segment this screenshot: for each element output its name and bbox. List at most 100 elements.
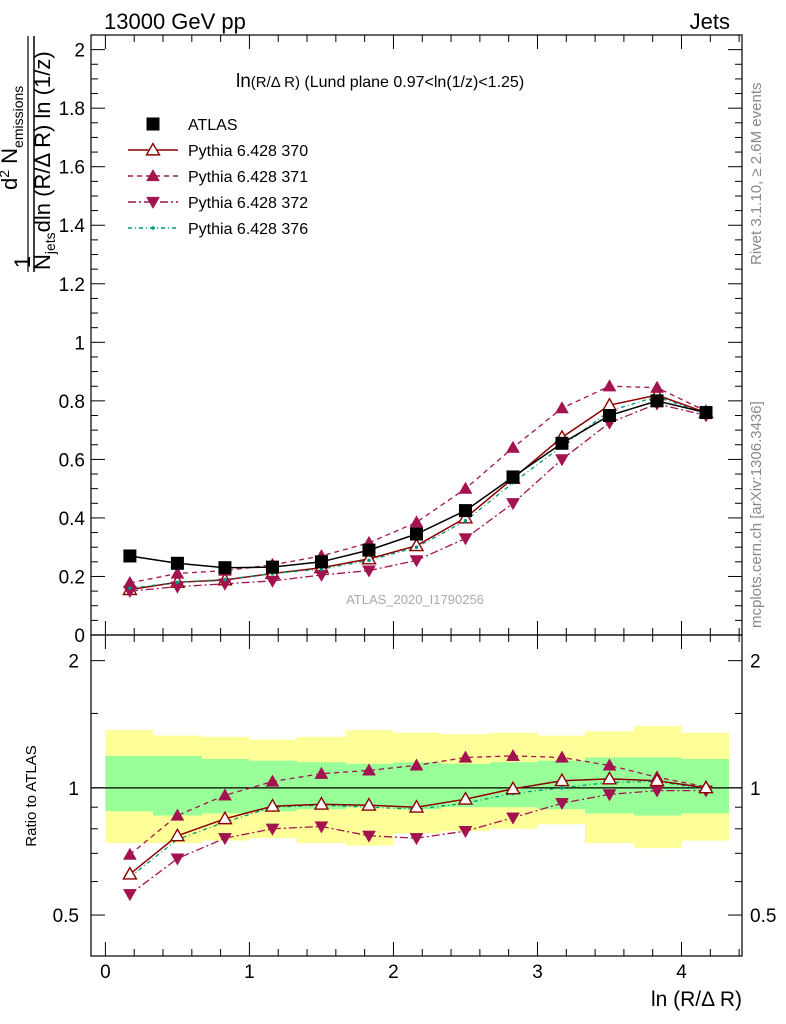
ratio-point-pythia-6-428-372 (122, 889, 137, 902)
ratio-point-pythia-6-428-371 (602, 758, 617, 771)
legend: ATLAS Pythia 6.428 370 Pythia 6.428 371 Pyt… (128, 117, 308, 238)
main-point-pythia-6-428-372 (555, 454, 569, 467)
ratio-ytick-label: 0.5 (53, 906, 79, 927)
legend-label-pythia-6-428-371: Pythia 6.428 371 (188, 169, 308, 186)
ratio-panel: 0.5 0.5 1 1 2 2 0 1 2 3 4 Ratio to ATLAS ln (R/Δ … (23, 634, 776, 1011)
ratio-point-pythia-6-428-372 (555, 798, 569, 811)
main-point-pythia-6-428-371 (555, 401, 569, 414)
header-jets: Jets (690, 9, 730, 34)
main-point-pythia-6-428-372 (458, 533, 473, 546)
ratio-point-pythia-6-428-370 (169, 827, 186, 842)
main-ytick-label: 1.2 (59, 275, 85, 296)
main-point-atlas (314, 555, 328, 569)
ratio-point-pythia-6-428-370 (122, 866, 138, 880)
main-point-atlas (362, 543, 376, 557)
main-point-pythia-6-428-376 (175, 580, 180, 585)
main-point-pythia-6-428-372 (122, 585, 137, 599)
main-title: ln(R/Δ R) (Lund plane 0.97<ln(1/z)<1.25) (236, 71, 524, 92)
main-point-pythia-6-428-376 (223, 577, 227, 582)
xtick-label: 3 (532, 962, 543, 983)
ratio-point-pythia-6-428-370 (313, 796, 330, 810)
ratio-point-pythia-6-428-370 (217, 810, 233, 825)
ratio-ytick-label-right: 0.5 (750, 906, 776, 927)
ratio-point-pythia-6-428-372 (458, 825, 473, 839)
ratio-point-pythia-6-428-371 (122, 847, 137, 860)
ratio-point-pythia-6-428-370 (408, 799, 425, 813)
legend-marker-pythia-6-428-372 (146, 196, 160, 210)
legend-label-pythia-6-428-376: Pythia 6.428 376 (188, 221, 308, 238)
xtick-label: 4 (676, 962, 687, 983)
main-point-pythia-6-428-371 (506, 440, 520, 453)
legend-marker-pythia-6-428-370 (145, 142, 161, 156)
ratio-point-pythia-6-428-372 (170, 853, 185, 866)
title-ln: ln (236, 71, 251, 92)
main-ytick-label: 1.4 (59, 216, 86, 237)
main-ytick-label: 1 (74, 333, 85, 354)
main-point-atlas (555, 436, 569, 450)
ratio-point-pythia-6-428-370 (457, 791, 474, 805)
ratio-ytick-label-right: 2 (750, 652, 761, 673)
legend-label-atlas: ATLAS (188, 117, 238, 134)
ratio-point-pythia-6-428-371 (458, 750, 473, 763)
main-point-atlas (699, 406, 713, 420)
main-point-atlas (123, 549, 137, 563)
ratio-point-pythia-6-428-370 (698, 779, 714, 794)
main-point-pythia-6-428-376 (128, 586, 132, 590)
main-point-pythia-6-428-372 (362, 565, 376, 578)
ratio-point-pythia-6-428-372 (314, 821, 329, 834)
main-point-atlas (218, 561, 232, 575)
uncertainty-band-stat (105, 755, 153, 812)
rivet-label: Rivet 3.1.10, ≥ 2.6M events (748, 83, 765, 266)
main-point-atlas (170, 556, 184, 570)
uncertainty-band-stat (152, 755, 202, 816)
ylabel-njets: Njetsdln (R/Δ R) ln (1/z) (30, 51, 58, 270)
ratio-point-pythia-6-428-372 (506, 812, 520, 825)
legend-marker-atlas (146, 117, 160, 131)
main-point-pythia-6-428-372 (265, 575, 280, 588)
ratio-point-pythia-6-428-370 (554, 772, 570, 787)
ratio-point-pythia-6-428-370 (601, 770, 618, 785)
ratio-point-pythia-6-428-372 (265, 823, 280, 836)
main-point-pythia-6-428-376 (414, 545, 419, 549)
main-ytick-label: 0 (74, 626, 85, 647)
main-point-pythia-6-428-371 (602, 379, 617, 392)
main-point-atlas (410, 527, 423, 541)
ylabel-d2n: d2 Nemissions (0, 86, 26, 190)
main-point-pythia-6-428-371 (458, 481, 473, 494)
ratio-ytick-label: 1 (68, 779, 79, 800)
ratio-point-pythia-6-428-371 (409, 758, 424, 771)
main-point-pythia-6-428-372 (409, 555, 424, 568)
legend-label-pythia-6-428-370: Pythia 6.428 370 (188, 143, 308, 160)
ratio-point-pythia-6-428-370 (649, 772, 665, 787)
x-axis-label: ln (R/Δ R) (651, 988, 742, 1011)
ratio-point-pythia-6-428-376 (560, 786, 564, 790)
ratio-point-pythia-6-428-371 (265, 774, 280, 787)
ratio-y-axis-label: Ratio to ATLAS (23, 745, 40, 846)
ratio-point-pythia-6-428-371 (506, 748, 520, 762)
ratio-frame (90, 634, 743, 957)
main-ytick-label: 0.8 (59, 392, 85, 413)
main-ytick-label: 1.6 (59, 158, 85, 179)
legend-marker-pythia-6-428-376 (151, 226, 155, 230)
ratio-ytick-label-right: 1 (750, 779, 761, 800)
xtick-label: 2 (388, 962, 399, 983)
main-y-axis-label: 1 Njetsdln (R/Δ R) ln (1/z) d2 Nemission… (0, 36, 58, 272)
main-point-pythia-6-428-371 (650, 380, 664, 393)
ratio-ytick-label: 2 (68, 652, 79, 673)
main-point-pythia-6-428-376 (367, 558, 371, 563)
main-point-atlas (602, 408, 616, 422)
main-point-pythia-6-428-370 (457, 510, 474, 524)
main-point-pythia-6-428-370 (408, 537, 425, 552)
ratio-point-pythia-6-428-370 (264, 798, 281, 812)
ratio-point-pythia-6-428-372 (602, 789, 617, 802)
main-ytick-label: 0.4 (59, 509, 86, 530)
main-panel: 0 0.2 0.4 0.6 0.8 1 1.2 1.4 1.6 1.8 2 ln(R/Δ R) (L… (0, 34, 743, 647)
ratio-point-pythia-6-428-370 (505, 780, 521, 795)
ratio-point-pythia-6-428-370 (361, 797, 377, 811)
main-point-pythia-6-428-371 (409, 515, 424, 528)
watermark: ATLAS_2020_I1790256 (346, 592, 484, 607)
legend-marker-pythia-6-428-371 (146, 168, 160, 182)
main-point-pythia-6-428-371 (170, 566, 185, 579)
uncertainty-band-stat (201, 759, 250, 814)
